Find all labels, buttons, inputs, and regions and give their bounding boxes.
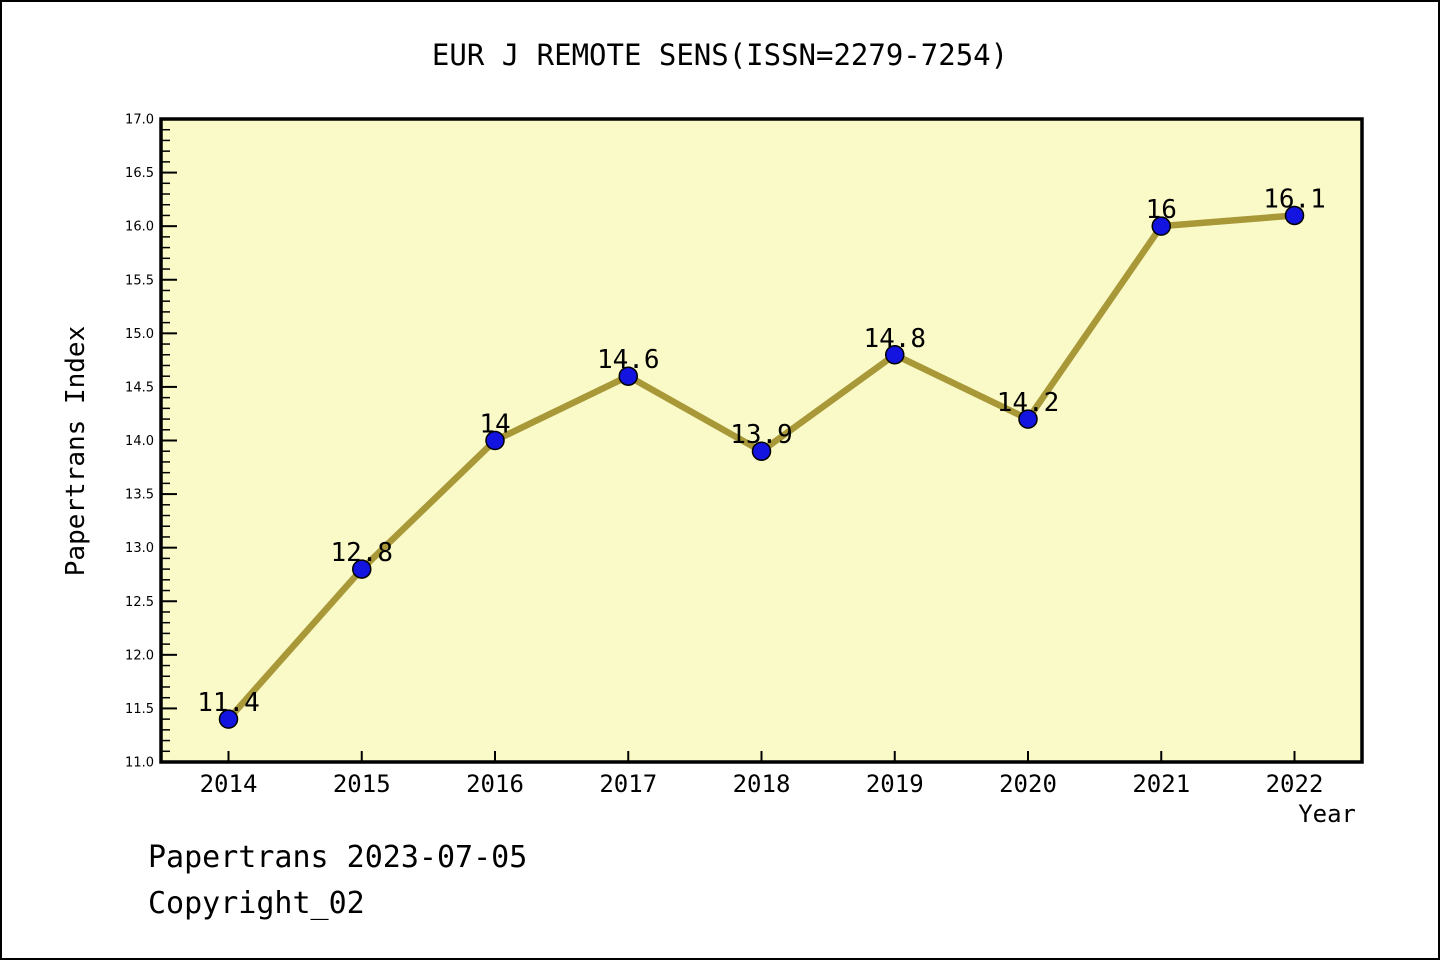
data-point-label: 14: [479, 410, 510, 440]
data-point-label: 11.4: [197, 688, 260, 718]
y-tick-label: 14.0: [125, 434, 154, 449]
data-point-label: 14.8: [863, 324, 926, 354]
x-tick-label: 2022: [1266, 770, 1324, 798]
data-point: [485, 430, 505, 451]
y-tick-label: 12.0: [125, 648, 154, 663]
data-point-label: 13.9: [730, 420, 793, 450]
x-tick-label: 2020: [999, 770, 1057, 798]
data-point-label: 14.2: [997, 388, 1060, 418]
data-point: [1151, 216, 1171, 236]
y-tick-label: 15.0: [125, 327, 154, 342]
data-point: [218, 709, 239, 729]
data-point: [751, 441, 772, 461]
x-tick-label: 2015: [333, 770, 391, 798]
x-tick-label: 2016: [466, 770, 524, 798]
y-tick-label: 12.5: [125, 595, 154, 610]
data-point-label: 14.6: [597, 345, 660, 375]
data-point: [618, 366, 638, 386]
y-tick-label: 15.5: [125, 273, 154, 288]
x-tick-label: 2018: [733, 770, 791, 798]
y-tick-label: 11.5: [125, 702, 154, 717]
footer-copyright: Copyright_02: [148, 886, 365, 921]
data-point-label: 12.8: [330, 538, 393, 568]
y-tick-label: 17.0: [125, 113, 154, 128]
data-point: [885, 345, 905, 365]
x-tick-label: 2014: [200, 770, 258, 798]
chart-title: EUR J REMOTE SENS(ISSN=2279-7254): [431, 38, 1009, 72]
y-tick-label: 16.5: [125, 166, 154, 181]
data-point: [352, 559, 372, 579]
y-tick-label: 14.5: [125, 380, 154, 395]
data-point: [1284, 205, 1305, 226]
x-tick-label: 2021: [1132, 770, 1190, 798]
y-tick-label: 16.0: [125, 220, 154, 235]
y-tick-label: 11.0: [125, 756, 154, 771]
footer-source: Papertrans 2023-07-05: [148, 840, 528, 875]
x-tick-label: 2017: [599, 770, 657, 798]
y-tick-label: 13.5: [125, 488, 154, 503]
data-point-label: 16.1: [1263, 184, 1326, 214]
x-axis-title: Year: [1298, 800, 1356, 828]
data-point-label: 16: [1146, 195, 1177, 225]
y-tick-label: 13.0: [125, 541, 154, 556]
data-point: [1018, 409, 1038, 429]
x-tick-label: 2019: [866, 770, 924, 798]
